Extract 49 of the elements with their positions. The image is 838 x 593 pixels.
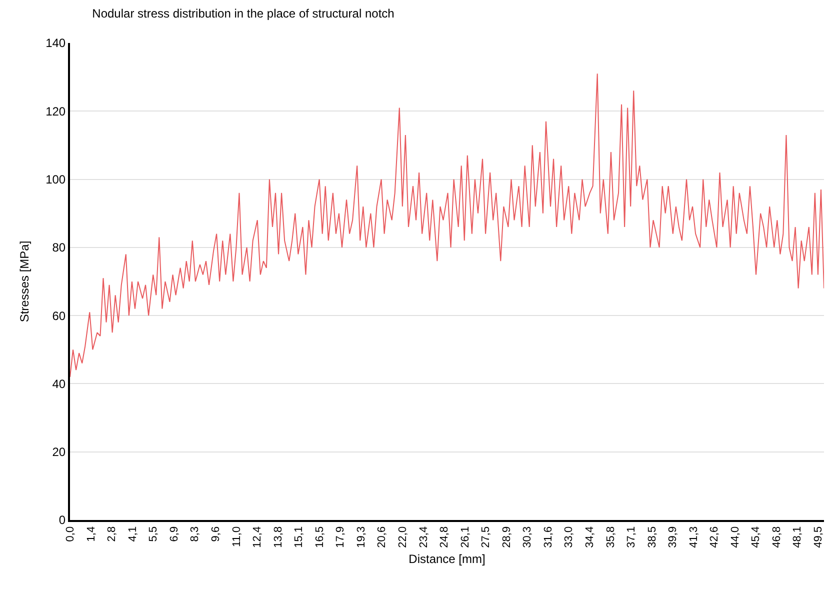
x-tick-label: 6,9 — [168, 526, 180, 542]
x-tick-label: 20,6 — [376, 526, 388, 548]
x-tick-label: 0,0 — [64, 526, 77, 542]
x-tick-label: 37,1 — [626, 526, 638, 548]
x-tick-label: 11,0 — [230, 526, 243, 547]
y-tick-label: 60 — [52, 308, 66, 323]
y-tick-label: 20 — [52, 445, 66, 460]
x-tick-label: 15,1 — [293, 526, 306, 548]
chart-title: Nodular stress distribution in the place of structural notch — [92, 6, 394, 20]
x-tick-label: 39,9 — [667, 526, 680, 548]
x-tick-label: 49,5 — [812, 526, 825, 548]
x-tick-label: 24,8 — [438, 526, 451, 548]
y-tick-label: 100 — [46, 172, 66, 186]
x-tick-label: 16,5 — [314, 526, 326, 548]
x-tick-label: 45,4 — [750, 526, 762, 548]
x-tick-label: 34,4 — [584, 526, 596, 548]
x-tick-label: 23,4 — [418, 526, 430, 548]
x-tick-label: 9,6 — [210, 526, 222, 542]
x-tick-label: 42,6 — [708, 526, 721, 548]
x-tick-label: 19,3 — [355, 526, 368, 548]
x-tick-label: 46,8 — [770, 526, 783, 548]
y-tick-label: 80 — [52, 240, 66, 255]
line-series — [70, 73, 824, 378]
y-tick-label: 140 — [46, 36, 66, 50]
x-tick-label: 27,5 — [480, 526, 492, 548]
y-tick-label: 0 — [58, 513, 66, 528]
x-tick-label: 8,3 — [189, 526, 202, 542]
x-tick-label: 4,1 — [126, 526, 139, 542]
x-tick-label: 38,5 — [646, 526, 658, 548]
x-tick-label: 2,8 — [106, 526, 118, 542]
x-tick-label: 22,0 — [396, 526, 409, 548]
y-tick-label: 40 — [52, 376, 66, 391]
x-tick-label: 33,0 — [563, 526, 576, 548]
x-tick-label: 13,8 — [272, 526, 284, 548]
x-tick-label: 35,8 — [604, 526, 617, 548]
x-tick-label: 12,4 — [252, 526, 264, 548]
y-axis-title: Stresses [MPa] — [17, 240, 32, 322]
x-tick-label: 1,4 — [85, 526, 98, 542]
y-tick-label: 120 — [46, 104, 66, 118]
x-tick-label: 48,1 — [792, 526, 804, 548]
x-axis-title: Distance [mm] — [408, 552, 486, 566]
x-tick-label: 17,9 — [334, 526, 347, 548]
x-tick-label: 30,3 — [522, 526, 534, 548]
x-tick-label: 5,5 — [148, 526, 160, 542]
x-tick-label: 31,6 — [542, 526, 554, 548]
x-tick-label: 44,0 — [729, 526, 742, 548]
x-tick-label: 41,3 — [688, 526, 700, 548]
x-tick-label: 26,1 — [459, 526, 472, 548]
x-tick-label: 28,9 — [500, 526, 513, 548]
